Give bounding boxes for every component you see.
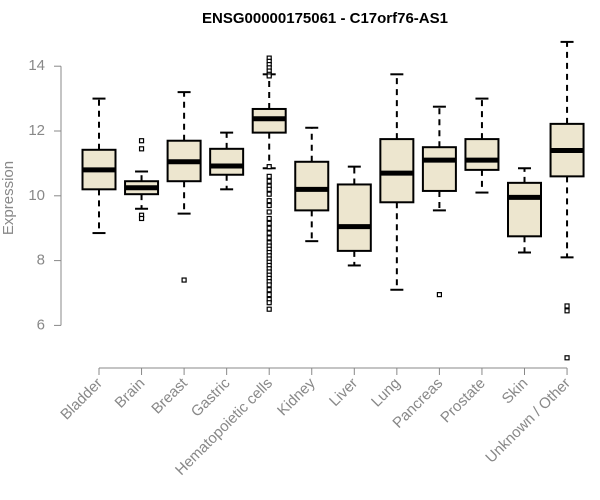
outlier-point	[266, 306, 272, 312]
x-tick-label: Bladder	[57, 375, 106, 424]
y-tick-label: 12	[28, 122, 45, 139]
box-group	[124, 138, 160, 222]
outlier-point	[266, 209, 272, 215]
outlier-point	[266, 186, 272, 192]
x-tick-label: Breast	[148, 374, 191, 417]
box-group	[209, 131, 245, 191]
outlier-point	[181, 277, 187, 283]
box-group	[549, 40, 585, 361]
outlier-point	[266, 178, 272, 184]
box-group	[336, 165, 372, 267]
box-iqr	[209, 147, 245, 176]
x-tick-label: Liver	[326, 375, 361, 410]
box-iqr	[294, 160, 330, 212]
box-group	[464, 97, 500, 194]
outlier-point	[266, 198, 272, 204]
box-iqr	[421, 146, 457, 192]
outlier-point	[266, 282, 272, 288]
outlier-point	[266, 292, 272, 298]
plot-area	[81, 40, 585, 361]
box-group	[166, 91, 202, 283]
outlier-point	[266, 287, 272, 293]
x-tick-label: Skin	[499, 375, 532, 408]
box-group	[421, 105, 457, 298]
x-tick-label: Lung	[368, 375, 404, 411]
outlier-point	[266, 215, 272, 222]
box-group	[294, 126, 330, 243]
outlier-point	[138, 138, 145, 144]
outlier-point	[436, 292, 442, 298]
y-tick-label: 14	[28, 57, 45, 74]
y-axis: 6 8 10 12 14	[28, 57, 62, 333]
outlier-point	[266, 202, 272, 209]
outlier-point	[564, 355, 570, 361]
box-group	[379, 73, 415, 291]
outlier-point	[266, 173, 272, 179]
y-tick-label: 8	[37, 252, 45, 269]
y-tick-label: 6	[37, 316, 45, 333]
chart-title: ENSG00000175061 - C17orf76-AS1	[202, 10, 448, 27]
outlier-point	[138, 215, 145, 222]
x-tick-label: Prostate	[437, 375, 489, 427]
outlier-point	[564, 308, 570, 314]
outlier-point	[266, 225, 272, 231]
box-group	[81, 97, 117, 235]
box-group	[507, 167, 542, 254]
outlier-point	[266, 230, 272, 236]
x-tick-label: Kidney	[274, 374, 319, 419]
x-tick-label: Brain	[112, 375, 149, 412]
box-group	[251, 55, 287, 312]
outlier-point	[564, 303, 570, 309]
outlier-point	[266, 235, 272, 241]
outlier-point	[266, 300, 272, 306]
outlier-point	[266, 220, 272, 226]
outlier-point	[266, 164, 272, 170]
outlier-point	[266, 191, 272, 197]
box-iqr	[464, 138, 500, 171]
outlier-point	[138, 146, 145, 152]
box-iqr	[336, 183, 372, 252]
outlier-point	[266, 73, 272, 79]
y-axis-label: Expression	[0, 161, 17, 235]
box-iqr	[507, 181, 542, 238]
y-tick-label: 10	[28, 187, 45, 204]
